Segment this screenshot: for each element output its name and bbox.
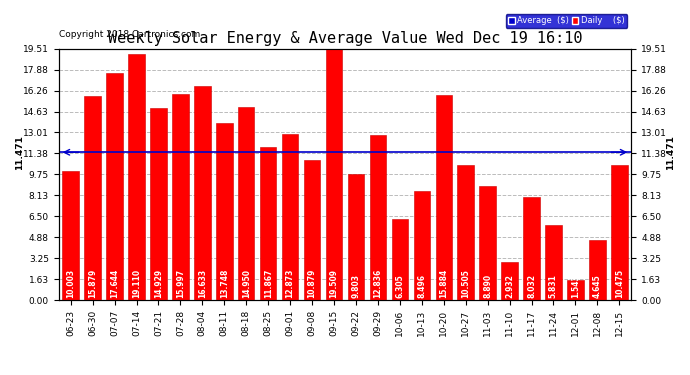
Text: 19.509: 19.509 — [330, 269, 339, 298]
Text: 6.305: 6.305 — [395, 274, 404, 298]
Text: 15.879: 15.879 — [88, 269, 97, 298]
Text: 17.644: 17.644 — [110, 269, 119, 298]
Bar — [523, 196, 540, 300]
Bar — [502, 262, 518, 300]
Text: 10.003: 10.003 — [66, 269, 75, 298]
Bar — [457, 165, 474, 300]
Bar — [238, 108, 255, 300]
Text: 13.748: 13.748 — [220, 269, 229, 298]
Text: 15.884: 15.884 — [440, 269, 449, 298]
Text: 15.997: 15.997 — [176, 269, 185, 298]
Text: 5.831: 5.831 — [549, 274, 558, 298]
Bar — [567, 280, 584, 300]
Text: 10.475: 10.475 — [615, 269, 624, 298]
Bar — [84, 96, 101, 300]
Bar — [260, 147, 277, 300]
Bar — [413, 190, 430, 300]
Bar — [589, 240, 606, 300]
Legend: Average  ($), Daily    ($): Average ($), Daily ($) — [506, 14, 627, 28]
Bar — [282, 134, 298, 300]
Text: 4.645: 4.645 — [593, 274, 602, 298]
Text: 14.929: 14.929 — [154, 269, 163, 298]
Bar — [106, 73, 123, 300]
Text: 10.505: 10.505 — [461, 269, 470, 298]
Text: 12.836: 12.836 — [373, 269, 382, 298]
Text: 8.496: 8.496 — [417, 274, 426, 298]
Title: Weekly Solar Energy & Average Value Wed Dec 19 16:10: Weekly Solar Energy & Average Value Wed … — [108, 31, 582, 46]
Text: Copyright 2018 Cartronics.com: Copyright 2018 Cartronics.com — [59, 30, 200, 39]
Text: 11.471: 11.471 — [15, 135, 24, 170]
Bar — [480, 186, 496, 300]
Bar — [348, 174, 364, 300]
Bar — [435, 96, 452, 300]
Text: 1.543: 1.543 — [571, 274, 580, 298]
Text: 11.471: 11.471 — [666, 135, 675, 170]
Text: 16.633: 16.633 — [198, 269, 207, 298]
Bar — [326, 49, 342, 300]
Bar — [172, 94, 188, 300]
Bar — [611, 165, 627, 300]
Text: 8.032: 8.032 — [527, 274, 536, 298]
Text: 10.879: 10.879 — [308, 269, 317, 298]
Text: 12.873: 12.873 — [286, 269, 295, 298]
Text: 19.110: 19.110 — [132, 269, 141, 298]
Bar — [150, 108, 167, 300]
Text: 8.890: 8.890 — [483, 274, 492, 298]
Text: 14.950: 14.950 — [241, 269, 250, 298]
Bar — [392, 219, 408, 300]
Bar — [194, 86, 210, 300]
Bar — [304, 160, 320, 300]
Bar — [370, 135, 386, 300]
Bar — [216, 123, 233, 300]
Text: 2.932: 2.932 — [505, 274, 514, 298]
Bar — [63, 171, 79, 300]
Text: 9.803: 9.803 — [351, 274, 360, 298]
Bar — [128, 54, 145, 300]
Bar — [545, 225, 562, 300]
Text: 11.867: 11.867 — [264, 269, 273, 298]
